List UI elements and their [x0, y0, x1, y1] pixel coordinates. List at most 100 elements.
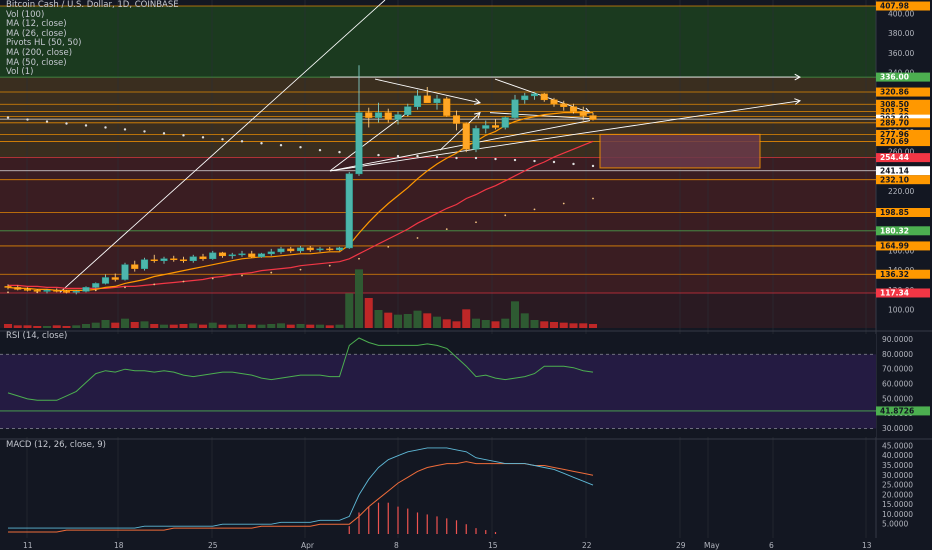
candle-body — [355, 112, 363, 175]
volume-bar — [121, 318, 129, 328]
ma50-dot — [211, 277, 214, 280]
volume-bar — [394, 314, 402, 328]
arrow-head — [794, 73, 802, 81]
volume-bar — [277, 323, 285, 328]
price-level-badge-label: 270.69 — [880, 137, 909, 146]
rsi-pane-title[interactable]: RSI (14, close) — [6, 331, 68, 341]
ma200-dot — [6, 116, 10, 119]
candle-body — [33, 290, 41, 292]
macd-signal-line — [8, 461, 594, 533]
price-level-badge-label: 164.99 — [880, 242, 909, 251]
ma200-dot — [455, 156, 458, 160]
volume-bar — [82, 324, 90, 328]
zone-lower-red — [0, 157, 876, 293]
price-level-badge — [876, 87, 930, 97]
candle-body — [23, 289, 32, 291]
volume-bar — [501, 318, 510, 328]
volume-bar — [413, 310, 422, 328]
candle-body — [569, 106, 578, 112]
macd-axis-tick: 5.0000 — [882, 520, 908, 529]
rsi-axis-tick: 80.0000 — [882, 350, 913, 359]
candle-body — [267, 251, 275, 255]
candle-body — [160, 258, 168, 261]
legend-item-ma200[interactable]: MA (200, close) — [6, 47, 73, 58]
volume-bar — [199, 324, 207, 328]
arrow-head — [474, 111, 481, 119]
ma200-dot — [435, 155, 439, 159]
time-axis-tick: 25 — [208, 541, 218, 550]
ma50-dot — [387, 246, 390, 248]
candle-body — [131, 264, 139, 269]
ma200-dot — [299, 145, 302, 149]
volume-bar — [423, 313, 432, 328]
volume-bar — [569, 323, 578, 328]
volume-bar — [472, 318, 480, 328]
ma200-dot — [533, 159, 536, 163]
legend-item-ma12[interactable]: MA (12, close) — [6, 19, 67, 30]
macd-axis-tick: 45.0000 — [882, 441, 913, 450]
macd-axis-tick: 15.0000 — [882, 500, 913, 509]
macd-pane-title[interactable]: MACD (12, 26, close, 9) — [6, 440, 106, 450]
ma50-dot — [124, 286, 126, 289]
candle-body — [4, 286, 12, 288]
candle-body — [170, 258, 178, 261]
candle-body — [238, 253, 246, 256]
volume-bar — [160, 324, 168, 328]
volume-bar — [257, 324, 266, 328]
rsi-axis-tick: 30.0000 — [882, 424, 913, 433]
volume-bar — [101, 320, 110, 328]
candle-body — [443, 98, 451, 116]
candle-body — [257, 253, 266, 258]
candle-body — [423, 95, 431, 104]
price-level-badge — [876, 118, 930, 128]
volume-bar — [130, 322, 139, 328]
candle-body — [345, 173, 353, 249]
volume-bar — [355, 269, 363, 328]
candle-body — [199, 256, 207, 260]
ma50-dot — [270, 271, 273, 274]
trend-line-upper — [329, 100, 801, 172]
volume-bar — [228, 324, 237, 328]
ma200-dot — [182, 134, 185, 137]
legend-item-pivots[interactable]: Pivots HL (50, 50) — [6, 38, 82, 49]
volume-bar — [72, 325, 81, 328]
trend-line-long — [59, 0, 386, 293]
volume-bar — [169, 324, 178, 328]
candle-body — [306, 247, 314, 251]
price-axis-tick: 100.00 — [888, 306, 914, 315]
ma50-dot — [562, 202, 565, 205]
legend-item-vol1[interactable]: Vol (1) — [6, 67, 34, 78]
candle-body — [550, 99, 558, 104]
ma200-dot — [591, 164, 595, 168]
candle-body — [521, 95, 529, 101]
macd-line — [8, 447, 594, 529]
price-level-badge — [876, 1, 930, 11]
ma200-dot — [162, 132, 166, 135]
candle-body — [394, 114, 402, 120]
candle-body — [179, 259, 188, 261]
price-level-badge-label: 241.14 — [880, 166, 909, 175]
price-level-badge — [876, 72, 930, 82]
volume-bar — [189, 323, 198, 328]
price-level-badge-label: 198.85 — [880, 208, 909, 217]
candle-body — [472, 128, 480, 150]
volume-bar — [179, 324, 188, 328]
rsi-band — [0, 354, 876, 429]
volume-bar — [62, 326, 71, 328]
candle-body — [101, 277, 110, 284]
candle-body — [140, 259, 149, 269]
ma200-dot — [494, 157, 497, 161]
price-level-badge — [876, 175, 930, 185]
volume-bar — [286, 324, 295, 328]
ma200-dot — [416, 154, 419, 158]
legend-item-vol100[interactable]: Vol (100) — [6, 9, 45, 20]
legend-item-ma50[interactable]: MA (50, close) — [6, 57, 67, 68]
candle-body — [209, 252, 217, 260]
ma200-dot — [45, 120, 49, 123]
ma200-dot — [572, 162, 575, 166]
time-axis-tick: 29 — [676, 541, 686, 550]
price-level-badge — [876, 129, 930, 139]
volume-bar — [13, 325, 22, 328]
legend-item-ma26[interactable]: MA (26, close) — [6, 28, 67, 39]
